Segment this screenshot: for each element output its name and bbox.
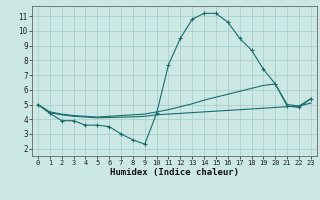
X-axis label: Humidex (Indice chaleur): Humidex (Indice chaleur) (110, 168, 239, 177)
